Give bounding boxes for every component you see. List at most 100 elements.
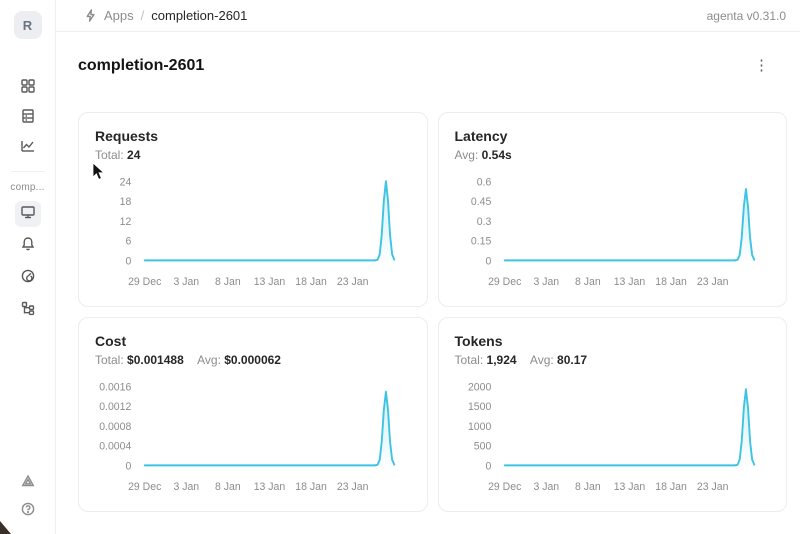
stat-value: 1,924 <box>486 353 517 367</box>
stat-label: Total: <box>454 353 484 367</box>
svg-text:23 Jan: 23 Jan <box>337 276 369 288</box>
stat-value: 80.17 <box>557 353 588 367</box>
vertical-dots-icon: ⋮ <box>754 57 769 74</box>
svg-text:2000: 2000 <box>467 381 490 393</box>
requests-card: Requests Total: 24 0 6 12 18 24 29 Dec 3 Jan 8 … <box>78 112 428 307</box>
svg-text:3 Jan: 3 Jan <box>173 481 199 493</box>
svg-text:18 Jan: 18 Jan <box>295 276 327 288</box>
stat-label: Avg: <box>197 353 221 367</box>
svg-text:8 Jan: 8 Jan <box>575 276 601 288</box>
triangle-icon <box>20 473 36 494</box>
sidebar-item-workflows[interactable] <box>15 297 41 323</box>
svg-text:500: 500 <box>473 440 491 452</box>
tokens-card: Tokens Total: 1,924 Avg: 80.17 0 500 1000 1… <box>437 317 787 512</box>
database-icon <box>20 108 36 129</box>
svg-text:13 Jan: 13 Jan <box>613 481 645 493</box>
svg-text:6: 6 <box>125 235 131 247</box>
cost-card: Cost Total: $0.001488 Avg: $0.000062 0 0.… <box>78 317 428 512</box>
stat-label: Total: <box>95 148 124 162</box>
svg-text:0.0016: 0.0016 <box>99 381 131 393</box>
workspace-label: comp... <box>10 182 45 193</box>
svg-text:1500: 1500 <box>467 401 490 413</box>
card-stats: Total: $0.001488 Avg: $0.000062 <box>95 351 411 369</box>
breadcrumb-separator: / <box>140 8 145 23</box>
top-bar: Apps / completion-2601 agenta v0.31.0 <box>56 0 800 32</box>
svg-text:18 Jan: 18 Jan <box>655 276 687 288</box>
svg-text:13 Jan: 13 Jan <box>613 276 645 288</box>
svg-text:0.0004: 0.0004 <box>99 440 131 452</box>
bell-icon <box>20 236 36 257</box>
svg-text:1000: 1000 <box>467 421 490 433</box>
svg-text:0.3: 0.3 <box>476 216 491 228</box>
svg-text:13 Jan: 13 Jan <box>254 276 286 288</box>
card-title: Cost <box>95 333 127 349</box>
page-title: completion-2601 <box>78 56 205 74</box>
stat-label: Avg: <box>454 148 479 162</box>
stat-label: Total: <box>95 353 124 367</box>
sidebar-item-alerts[interactable] <box>15 233 41 259</box>
svg-text:0.0012: 0.0012 <box>99 401 131 413</box>
avatar[interactable]: R <box>13 11 42 39</box>
more-options-button[interactable]: ⋮ <box>748 54 775 77</box>
svg-text:0.6: 0.6 <box>476 176 491 188</box>
svg-text:18 Jan: 18 Jan <box>655 481 687 493</box>
latency-line-chart[interactable]: 0 0.15 0.3 0.45 0.6 29 Dec 3 Jan 8 Jan 13 Jan 18 … <box>455 167 771 299</box>
latency-card: Latency Avg: 0.54s 0 0.15 0.3 0.45 0.6 29 Dec… <box>437 112 787 307</box>
stat-value: 0.54s <box>481 148 512 162</box>
gauge-icon <box>20 268 36 289</box>
svg-text:8 Jan: 8 Jan <box>215 481 241 493</box>
screen-corner-artifact <box>0 521 11 534</box>
sidebar-item-apps[interactable] <box>15 75 41 101</box>
card-stats: Avg: 0.54s <box>455 146 771 164</box>
sidebar-item-observability[interactable] <box>15 265 41 291</box>
stat-value: $0.001488 <box>127 353 184 367</box>
sidebar-item-changelog[interactable] <box>15 470 41 496</box>
breadcrumb-current[interactable]: completion-2601 <box>151 8 248 23</box>
svg-text:3 Jan: 3 Jan <box>533 481 559 493</box>
svg-text:0: 0 <box>485 460 491 472</box>
sidebar: R <box>0 0 56 534</box>
sidebar-item-help[interactable] <box>15 498 41 524</box>
stat-value: 24 <box>127 148 141 162</box>
svg-text:24: 24 <box>120 176 132 188</box>
sidebar-item-testsets[interactable] <box>15 105 41 131</box>
svg-text:0: 0 <box>485 255 491 267</box>
cost-line-chart[interactable]: 0 0.0004 0.0008 0.0012 0.0016 29 Dec 3 Jan 8 Ja… <box>95 372 411 504</box>
svg-text:23 Jan: 23 Jan <box>696 481 728 493</box>
svg-text:18: 18 <box>120 196 132 208</box>
svg-text:0.0008: 0.0008 <box>99 421 131 433</box>
sidebar-item-overview[interactable] <box>14 201 41 227</box>
svg-text:29 Dec: 29 Dec <box>488 276 522 288</box>
apps-grid-icon <box>20 78 36 99</box>
sidebar-item-analytics[interactable] <box>15 135 41 161</box>
workflow-tree-icon <box>20 300 36 321</box>
requests-line-chart[interactable]: 0 6 12 18 24 29 Dec 3 Jan 8 Jan 13 Jan 18 Jan 23 J… <box>95 167 411 299</box>
svg-text:3 Jan: 3 Jan <box>533 276 559 288</box>
svg-text:29 Dec: 29 Dec <box>488 481 522 493</box>
svg-text:29 Dec: 29 Dec <box>128 276 162 288</box>
sidebar-divider <box>10 171 45 172</box>
svg-text:23 Jan: 23 Jan <box>696 276 728 288</box>
svg-text:0.45: 0.45 <box>470 196 490 208</box>
help-circle-icon <box>20 501 36 522</box>
stat-label: Avg: <box>529 353 554 367</box>
card-title: Tokens <box>454 333 503 349</box>
svg-text:23 Jan: 23 Jan <box>337 481 369 493</box>
tokens-line-chart[interactable]: 0 500 1000 1500 2000 29 Dec 3 Jan 8 Jan 13 Jan 18… <box>455 372 771 504</box>
monitor-icon <box>20 204 36 225</box>
app-version: agenta v0.31.0 <box>706 8 786 23</box>
svg-text:8 Jan: 8 Jan <box>575 481 601 493</box>
card-stats: Total: 24 <box>95 146 411 164</box>
svg-text:0: 0 <box>125 255 131 267</box>
svg-text:0: 0 <box>125 460 131 472</box>
svg-text:13 Jan: 13 Jan <box>254 481 286 493</box>
svg-text:12: 12 <box>120 216 132 228</box>
svg-text:8 Jan: 8 Jan <box>215 276 241 288</box>
breadcrumb-apps-link[interactable]: Apps <box>104 8 134 23</box>
svg-text:18 Jan: 18 Jan <box>295 481 327 493</box>
svg-text:0.15: 0.15 <box>470 235 490 247</box>
svg-text:3 Jan: 3 Jan <box>173 276 199 288</box>
breadcrumb: Apps / completion-2601 <box>84 8 247 23</box>
svg-text:29 Dec: 29 Dec <box>128 481 162 493</box>
